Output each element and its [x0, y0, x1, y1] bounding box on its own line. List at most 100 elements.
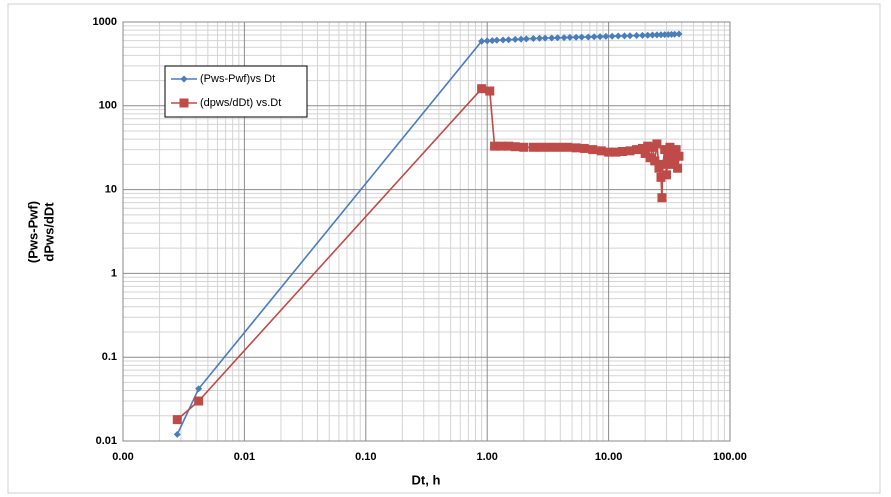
- marker: [545, 142, 555, 152]
- marker: [522, 35, 530, 43]
- marker: [590, 33, 598, 41]
- marker: [671, 145, 681, 155]
- x-tick-label: 10.00: [595, 451, 623, 463]
- marker: [637, 143, 647, 153]
- marker: [608, 32, 616, 40]
- marker: [517, 35, 525, 43]
- marker: [671, 30, 679, 38]
- marker: [571, 143, 581, 153]
- marker: [596, 146, 606, 156]
- marker: [478, 37, 486, 45]
- marker: [658, 159, 668, 169]
- marker: [536, 142, 546, 152]
- marker: [172, 415, 182, 425]
- chart-frame: [7, 3, 881, 494]
- marker: [665, 142, 675, 152]
- marker: [578, 33, 586, 41]
- x-tick-label: 0.01: [234, 451, 255, 463]
- marker: [510, 142, 520, 152]
- y-tick-label: 10: [105, 184, 117, 196]
- marker: [644, 31, 652, 39]
- marker: [584, 33, 592, 41]
- legend-label: (dpws/dDt) vs.Dt: [200, 97, 281, 109]
- marker: [180, 75, 188, 83]
- marker: [566, 33, 574, 41]
- x-tick-label: 1.00: [476, 451, 497, 463]
- marker: [499, 36, 507, 44]
- marker: [626, 32, 634, 40]
- marker: [588, 145, 598, 155]
- marker: [617, 146, 627, 156]
- marker: [675, 30, 683, 38]
- marker: [652, 139, 662, 149]
- y-tick-label: 1: [111, 267, 117, 279]
- marker: [643, 141, 653, 151]
- marker: [650, 156, 660, 166]
- marker: [633, 32, 641, 40]
- marker: [179, 98, 189, 108]
- marker: [554, 142, 564, 152]
- marker: [596, 33, 604, 41]
- marker: [529, 35, 537, 43]
- marker: [656, 172, 666, 182]
- marker: [663, 151, 673, 161]
- marker: [620, 32, 628, 40]
- marker: [511, 35, 519, 43]
- marker: [657, 193, 667, 203]
- marker: [173, 430, 181, 438]
- marker: [645, 153, 655, 163]
- y-tick-label: 1000: [93, 16, 117, 28]
- marker: [563, 142, 573, 152]
- marker: [611, 147, 621, 157]
- marker: [488, 37, 496, 45]
- plot-border: [122, 21, 731, 442]
- marker: [653, 31, 661, 39]
- marker: [490, 141, 500, 151]
- marker: [649, 31, 657, 39]
- x-axis-title: Dt, h: [412, 472, 441, 487]
- y-tick-label: 0.1: [102, 351, 117, 363]
- marker: [560, 34, 568, 42]
- x-tick-label: 0.10: [355, 451, 376, 463]
- marker: [195, 385, 203, 393]
- marker: [602, 32, 610, 40]
- marker: [662, 170, 672, 180]
- marker: [640, 148, 650, 158]
- legend-box: [164, 65, 308, 118]
- marker: [625, 146, 635, 156]
- legend: (Pws-Pwf)vs Dt (dpws/dDt) vs.Dt: [164, 65, 308, 118]
- legend-label: (Pws-Pwf)vs Dt: [200, 73, 275, 85]
- y-tick-label: 0.01: [96, 435, 117, 447]
- marker: [485, 86, 495, 96]
- marker: [194, 396, 204, 406]
- marker: [554, 34, 562, 42]
- marker: [674, 151, 684, 161]
- marker: [614, 32, 622, 40]
- marker: [493, 36, 501, 44]
- marker: [604, 147, 614, 157]
- x-tick-label: 100.00: [713, 451, 747, 463]
- marker: [477, 84, 487, 94]
- marker: [528, 142, 538, 152]
- y-tick-label: 100: [99, 100, 117, 112]
- marker: [579, 143, 589, 153]
- marker: [572, 33, 580, 41]
- marker: [670, 156, 680, 166]
- marker: [541, 34, 549, 42]
- marker: [548, 34, 556, 42]
- marker: [657, 31, 665, 39]
- marker: [536, 34, 544, 42]
- marker: [673, 163, 683, 173]
- y-axis-title: dPws/dDt: [41, 202, 56, 262]
- marker: [638, 31, 646, 39]
- x-tick-label: 0.00: [112, 451, 133, 463]
- marker: [632, 145, 642, 155]
- marker: [505, 36, 513, 44]
- marker: [660, 145, 670, 155]
- y-axis-title: (Pws-Pwf): [25, 201, 40, 263]
- marker: [483, 37, 491, 45]
- marker: [504, 141, 514, 151]
- marker: [496, 141, 506, 151]
